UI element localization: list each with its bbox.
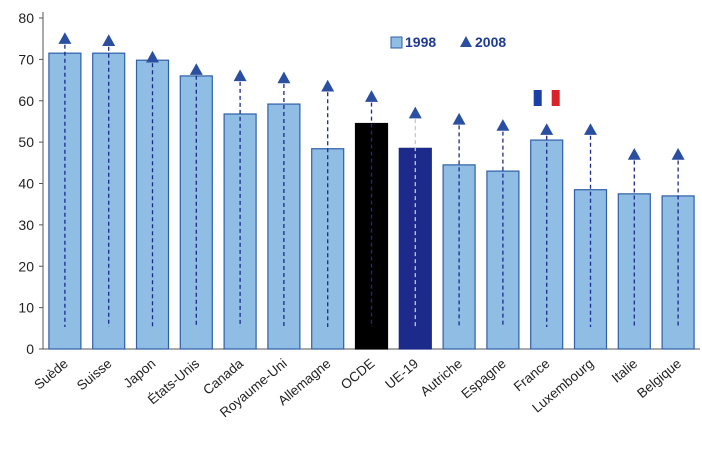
france-flag-icon (533, 90, 560, 106)
y-tick-label: 70 (18, 51, 34, 67)
marker-2008 (321, 79, 335, 92)
y-tick-label: 40 (18, 176, 34, 192)
marker-2008 (233, 69, 247, 82)
legend-label-1998: 1998 (405, 34, 436, 50)
x-tick-label: Japon (121, 356, 159, 391)
x-tick-label: Suisse (74, 356, 115, 394)
legend-swatch-1998 (390, 36, 403, 49)
y-tick-label: 60 (18, 93, 34, 109)
x-axis-labels: Suède Suisse JaponÉtats-UnisCanadaRoyaume-… (31, 355, 684, 420)
x-tick-label: OCDE (338, 356, 378, 393)
marker-2008 (58, 32, 72, 44)
marker-2008 (452, 112, 466, 125)
legend-label-2008: 2008 (475, 34, 506, 50)
y-tick-label: 30 (18, 217, 34, 233)
marker-2008 (146, 50, 159, 63)
marker-2008 (277, 71, 291, 84)
x-tick-label: Italie (609, 356, 640, 386)
flag-white (542, 90, 551, 106)
flag-blue (533, 90, 542, 106)
y-tick-label: 80 (18, 10, 34, 26)
legend-marker-2008 (460, 36, 472, 47)
marker-2008 (540, 123, 554, 135)
dash-connectors (64, 44, 679, 327)
x-tick-label: Espagne (458, 356, 508, 402)
marker-2008 (365, 90, 378, 102)
x-tick-label: Suède (31, 356, 71, 393)
legend: 1998 2008 (390, 34, 506, 50)
y-tick-label: 10 (18, 300, 34, 316)
x-tick-label: Autriche (417, 356, 465, 399)
y-tick-label: 0 (26, 341, 34, 357)
y-tick-label: 50 (18, 134, 34, 150)
marker-2008 (671, 148, 685, 160)
marker-2008 (627, 148, 641, 160)
marker-2008 (496, 119, 510, 131)
x-tick-label: Belgique (634, 356, 684, 401)
marker-2008 (189, 63, 203, 75)
markers-2008 (58, 32, 685, 160)
y-tick-label: 20 (18, 258, 34, 274)
marker-2008 (584, 123, 597, 135)
x-tick-label: UE-19 (382, 356, 421, 392)
marker-2008 (408, 106, 422, 119)
flag-red (551, 90, 560, 106)
y-axis: 0 10 20 30 40 50 60 70 80 (18, 10, 700, 357)
marker-2008 (102, 34, 116, 46)
